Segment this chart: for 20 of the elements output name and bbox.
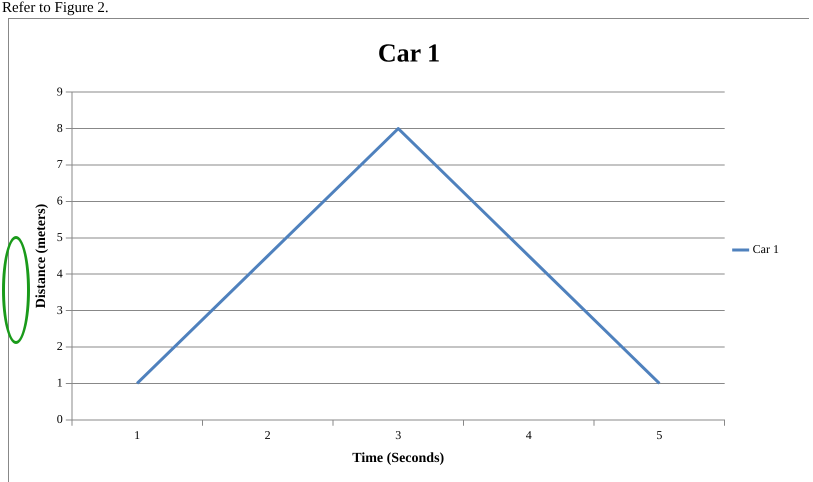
x-tick-label: 1 <box>134 428 140 442</box>
text: Refer to Figure 2. <box>2 0 109 17</box>
y-tick-label: 2 <box>56 339 63 354</box>
y-tick-label: 8 <box>56 120 63 135</box>
y-axis-title: Distance (meters) <box>34 203 50 308</box>
y-tick-label: 5 <box>56 230 63 244</box>
y-tick-label: 9 <box>56 84 63 98</box>
chart-title: Car 1 <box>378 38 440 68</box>
x-tick-label: 2 <box>264 428 271 442</box>
y-tick-label: 3 <box>56 302 63 317</box>
y-tick-label: 4 <box>56 266 63 280</box>
y-tick-label: 0 <box>56 412 63 426</box>
y-tick-label: 1 <box>56 376 63 390</box>
x-axis-title: Time (Seconds) <box>352 451 445 466</box>
legend-label: Car 1 <box>752 242 779 256</box>
x-tick-label: 4 <box>526 428 532 442</box>
x-tick-label: 3 <box>395 428 402 442</box>
x-tick-label: 5 <box>656 428 662 442</box>
y-tick-label: 7 <box>56 157 63 172</box>
y-tick-label: 6 <box>56 194 63 208</box>
